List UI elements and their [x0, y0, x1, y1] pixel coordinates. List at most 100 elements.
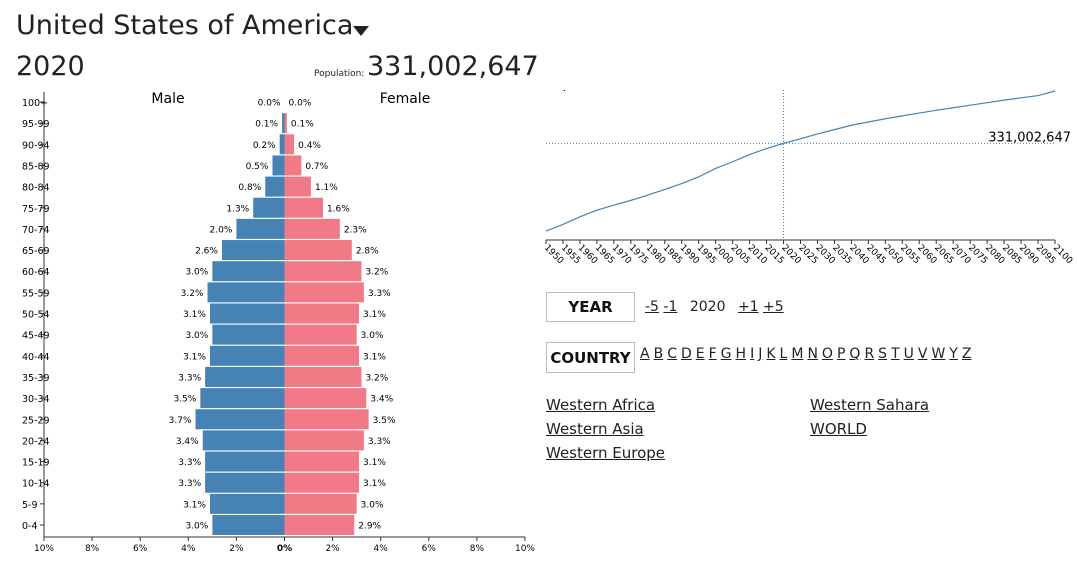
- letter-link[interactable]: O: [821, 346, 833, 362]
- letter-link[interactable]: J: [758, 346, 763, 362]
- y-tick-label: 65-69: [22, 246, 50, 257]
- year-button[interactable]: YEAR: [546, 292, 635, 322]
- bar: [284, 388, 367, 409]
- value-label: 1.3%: [226, 204, 249, 214]
- marker-label: 331,002,647: [988, 130, 1071, 145]
- bar: [284, 409, 369, 430]
- bar: [205, 366, 285, 387]
- value-label: 3.5%: [173, 395, 196, 405]
- bar: [253, 197, 285, 218]
- y-tick-label: 15-19: [22, 458, 50, 469]
- bar: [284, 303, 360, 324]
- y-tick-label: 75-79: [22, 204, 50, 215]
- population-label: Population:: [314, 69, 365, 79]
- year-step[interactable]: -5: [645, 299, 659, 315]
- value-label: 3.2%: [181, 289, 204, 299]
- value-label: 2.9%: [358, 522, 381, 532]
- y-tick-label: 70-74: [22, 225, 50, 236]
- letter-link[interactable]: Z: [961, 346, 972, 362]
- population-value: 331,002,647: [367, 51, 539, 82]
- x-tick-label: 6%: [422, 544, 437, 554]
- letter-link[interactable]: Y: [949, 346, 958, 362]
- letter-link[interactable]: Q: [849, 346, 861, 362]
- bar: [209, 303, 285, 324]
- letter-link[interactable]: P: [836, 346, 846, 362]
- population-line: [545, 90, 1056, 232]
- letter-link[interactable]: N: [807, 346, 818, 362]
- y-tick-label: 90-94: [22, 140, 50, 151]
- letter-link[interactable]: B: [653, 346, 664, 362]
- value-label: 3.3%: [178, 479, 201, 489]
- bar: [221, 240, 285, 261]
- year-step[interactable]: -1: [663, 299, 678, 315]
- letter-link[interactable]: C: [667, 346, 677, 362]
- region-link[interactable]: Western Sahara: [810, 396, 930, 414]
- letter-link[interactable]: T: [891, 346, 900, 362]
- letter-link[interactable]: M: [791, 346, 804, 362]
- x-tick-label: 2%: [325, 544, 340, 554]
- bar: [284, 472, 360, 493]
- country-button[interactable]: COUNTRY: [546, 342, 635, 373]
- bar: [284, 493, 357, 514]
- region-link[interactable]: Western Africa: [546, 396, 656, 414]
- value-label: 0.1%: [291, 120, 314, 130]
- letter-link[interactable]: U: [903, 346, 914, 362]
- x-tick-label: 10%: [515, 544, 535, 554]
- value-label: 1.6%: [327, 204, 350, 214]
- x-tick-label: 2%: [229, 544, 244, 554]
- letter-link[interactable]: V: [917, 346, 928, 362]
- y-tick-label: 40-44: [22, 352, 50, 363]
- y-tick-label: 95-99: [22, 119, 50, 130]
- year-step[interactable]: +5: [763, 299, 784, 315]
- letter-link[interactable]: A: [640, 346, 650, 362]
- letter-link[interactable]: G: [720, 346, 732, 362]
- bar: [236, 218, 285, 239]
- bar: [209, 345, 285, 366]
- bar: [284, 261, 362, 282]
- value-label: 3.3%: [368, 437, 391, 447]
- y-tick-label: 5-9: [22, 500, 38, 511]
- x-tick-label: 10%: [34, 544, 54, 554]
- letter-link[interactable]: R: [864, 346, 875, 362]
- year-minus: -5 -1 2020 +1 +5: [645, 299, 784, 315]
- value-label: 3.0%: [185, 331, 208, 341]
- bar: [207, 282, 285, 303]
- bar: [284, 366, 362, 387]
- y-tick-label: 45-49: [22, 331, 50, 342]
- letter-link[interactable]: L: [779, 346, 788, 362]
- bar: [284, 134, 295, 155]
- year-step[interactable]: +1: [737, 299, 759, 315]
- value-label: 0.0%: [258, 99, 281, 109]
- letter-link[interactable]: S: [878, 346, 888, 362]
- region-link[interactable]: Western Europe: [546, 444, 666, 462]
- letter-link[interactable]: E: [695, 346, 705, 362]
- letter-link[interactable]: F: [708, 346, 717, 362]
- value-label: 3.1%: [363, 479, 386, 489]
- dropdown-arrow[interactable]: [352, 24, 372, 38]
- region-link[interactable]: Western Asia: [546, 420, 644, 438]
- country-title[interactable]: United States of America: [16, 10, 354, 41]
- region-link[interactable]: WORLD: [810, 420, 867, 438]
- letter-link[interactable]: H: [735, 346, 747, 362]
- letter-link[interactable]: I: [750, 346, 755, 362]
- bar: [284, 176, 311, 197]
- value-label: 1.1%: [315, 183, 338, 193]
- bar: [284, 113, 287, 134]
- value-label: 3.1%: [363, 310, 386, 320]
- letter-link[interactable]: K: [766, 346, 776, 362]
- bar: [284, 155, 302, 176]
- value-label: 0.0%: [289, 99, 312, 109]
- bar: [284, 324, 357, 345]
- bar: [209, 493, 285, 514]
- bar: [272, 155, 285, 176]
- bar: [284, 451, 360, 472]
- letter-link[interactable]: W: [931, 346, 946, 362]
- value-label: 3.1%: [363, 352, 386, 362]
- value-label: 3.7%: [169, 416, 192, 426]
- bar: [200, 388, 285, 409]
- letter-link[interactable]: D: [680, 346, 692, 362]
- value-label: 3.4%: [370, 395, 393, 405]
- bar: [212, 261, 285, 282]
- value-label: 3.2%: [365, 268, 388, 278]
